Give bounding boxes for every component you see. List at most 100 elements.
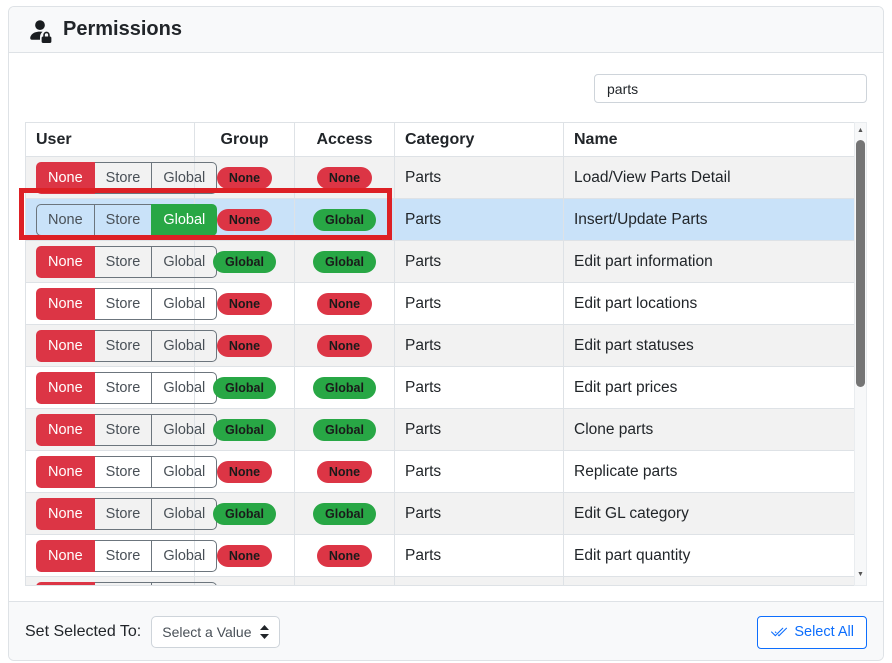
- scroll-down-icon[interactable]: ▼: [857, 571, 864, 578]
- scrollbar-thumb[interactable]: [856, 140, 865, 387]
- category-cell: Parts: [394, 450, 564, 493]
- user-global-button[interactable]: Global: [151, 287, 218, 320]
- user-store-button[interactable]: Store: [93, 581, 153, 585]
- user-none-button[interactable]: None: [36, 287, 95, 320]
- name-cell: Replicate parts: [563, 450, 854, 493]
- search-input[interactable]: [594, 74, 867, 103]
- user-none-button[interactable]: None: [36, 413, 95, 446]
- table-row[interactable]: None Store Global: [25, 576, 854, 585]
- table-row[interactable]: None Store Global None Global Parts Inse…: [25, 198, 854, 241]
- table-row[interactable]: None Store Global None None Parts Load/V…: [25, 156, 854, 199]
- select-all-label: Select All: [794, 624, 854, 640]
- user-global-button[interactable]: Global: [151, 329, 218, 362]
- table-row[interactable]: None Store Global Global Global Parts Ed…: [25, 366, 854, 409]
- table-row[interactable]: None Store Global Global Global Parts Ed…: [25, 240, 854, 283]
- user-global-button[interactable]: Global: [151, 371, 218, 404]
- name-cell: Insert/Update Parts: [563, 198, 854, 241]
- user-global-button[interactable]: Global: [151, 455, 218, 488]
- access-permission-badge: None: [316, 166, 373, 189]
- access-permission-badge: Global: [313, 502, 376, 525]
- user-none-button[interactable]: None: [36, 245, 95, 278]
- category-cell: [394, 576, 564, 585]
- set-selected-dropdown[interactable]: Select a Value: [151, 616, 281, 648]
- name-cell: Edit part quantity: [563, 534, 854, 577]
- user-store-button[interactable]: Store: [93, 497, 153, 530]
- category-cell: Parts: [394, 198, 564, 241]
- user-global-button[interactable]: Global: [151, 161, 218, 194]
- table-row[interactable]: None Store Global None None Parts Edit p…: [25, 324, 854, 367]
- user-store-button[interactable]: Store: [93, 161, 153, 194]
- group-permission-badge: None: [216, 460, 273, 483]
- group-permission-badge: None: [216, 166, 273, 189]
- access-permission-badge: Global: [313, 250, 376, 273]
- user-none-button[interactable]: None: [36, 455, 95, 488]
- user-permission-toggle: None Store Global: [36, 581, 218, 585]
- table-row[interactable]: None Store Global None None Parts Replic…: [25, 450, 854, 493]
- category-cell: Parts: [394, 156, 564, 199]
- table-row[interactable]: None Store Global None None Parts Edit p…: [25, 282, 854, 325]
- group-permission-badge: None: [216, 544, 273, 567]
- user-none-button[interactable]: None: [36, 539, 95, 572]
- access-permission-badge: Global: [313, 376, 376, 399]
- category-cell: Parts: [394, 240, 564, 283]
- name-cell: Load/View Parts Detail: [563, 156, 854, 199]
- panel-header: Permissions: [9, 7, 883, 53]
- user-global-button[interactable]: Global: [151, 581, 218, 585]
- column-header-name: Name: [563, 122, 854, 157]
- table-row[interactable]: None Store Global None None Parts Edit p…: [25, 534, 854, 577]
- user-store-button[interactable]: Store: [93, 455, 153, 488]
- group-permission-badge: None: [216, 292, 273, 315]
- column-header-group: Group: [194, 122, 295, 157]
- user-store-button[interactable]: Store: [93, 203, 153, 236]
- panel-body: User Group Access Category Name None Sto…: [9, 53, 883, 601]
- user-permission-toggle: None Store Global: [36, 539, 218, 572]
- access-permission-badge: None: [316, 460, 373, 483]
- permissions-table: User Group Access Category Name None Sto…: [25, 122, 854, 585]
- user-store-button[interactable]: Store: [93, 371, 153, 404]
- name-cell: Edit part information: [563, 240, 854, 283]
- user-store-button[interactable]: Store: [93, 245, 153, 278]
- user-global-button[interactable]: Global: [151, 539, 218, 572]
- user-none-button[interactable]: None: [36, 581, 95, 585]
- user-store-button[interactable]: Store: [93, 329, 153, 362]
- user-store-button[interactable]: Store: [93, 539, 153, 572]
- user-store-button[interactable]: Store: [93, 287, 153, 320]
- dropdown-selected-value: Select a Value: [162, 624, 252, 640]
- user-global-button[interactable]: Global: [151, 497, 218, 530]
- user-global-button[interactable]: Global: [151, 413, 218, 446]
- category-cell: Parts: [394, 492, 564, 535]
- user-none-button[interactable]: None: [36, 371, 95, 404]
- table-row[interactable]: None Store Global Global Global Parts Cl…: [25, 408, 854, 451]
- select-all-button[interactable]: Select All: [757, 615, 867, 649]
- user-permission-toggle: None Store Global: [36, 203, 218, 236]
- user-permission-toggle: None Store Global: [36, 161, 218, 194]
- access-permission-badge: None: [316, 334, 373, 357]
- category-cell: Parts: [394, 366, 564, 409]
- table-row[interactable]: None Store Global Global Global Parts Ed…: [25, 492, 854, 535]
- user-global-button[interactable]: Global: [151, 245, 218, 278]
- user-none-button[interactable]: None: [36, 497, 95, 530]
- column-header-user: User: [25, 122, 195, 157]
- scroll-up-icon[interactable]: ▲: [857, 127, 864, 134]
- group-permission-badge: Global: [213, 502, 276, 525]
- category-cell: Parts: [394, 534, 564, 577]
- user-none-button[interactable]: None: [36, 329, 95, 362]
- vertical-scrollbar[interactable]: ▲ ▼: [854, 122, 867, 586]
- check-all-icon: [771, 627, 788, 636]
- group-permission-badge: Global: [213, 418, 276, 441]
- user-permission-toggle: None Store Global: [36, 371, 218, 404]
- search-row: [25, 53, 867, 103]
- user-none-button[interactable]: None: [36, 161, 95, 194]
- user-store-button[interactable]: Store: [93, 413, 153, 446]
- panel-footer: Set Selected To: Select a Value Select A…: [9, 601, 883, 660]
- name-cell: Edit GL category: [563, 492, 854, 535]
- name-cell: Clone parts: [563, 408, 854, 451]
- user-global-button[interactable]: Global: [151, 203, 218, 236]
- access-permission-badge: None: [316, 292, 373, 315]
- name-cell: Edit part statuses: [563, 324, 854, 367]
- category-cell: Parts: [394, 324, 564, 367]
- page-title: Permissions: [63, 18, 182, 40]
- name-cell: Edit part prices: [563, 366, 854, 409]
- group-permission-badge: None: [216, 334, 273, 357]
- user-none-button[interactable]: None: [36, 203, 95, 236]
